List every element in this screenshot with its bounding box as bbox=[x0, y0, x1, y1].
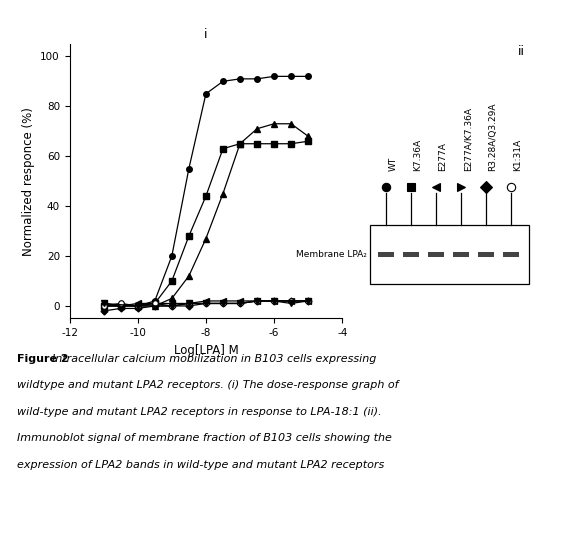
Text: E277A/K7.36A: E277A/K7.36A bbox=[463, 107, 472, 171]
Bar bbox=[403, 251, 419, 257]
Y-axis label: Normalized responce (%): Normalized responce (%) bbox=[21, 107, 35, 256]
Title: i: i bbox=[204, 29, 208, 41]
Text: . Intracellular calcium mobilization in B103 cells expressing: . Intracellular calcium mobilization in … bbox=[17, 354, 377, 364]
Bar bbox=[370, 225, 528, 284]
Text: R3.28A/Q3.29A: R3.28A/Q3.29A bbox=[488, 102, 497, 171]
Text: WT: WT bbox=[389, 156, 397, 171]
Text: Immunoblot signal of membrane fraction of B103 cells showing the: Immunoblot signal of membrane fraction o… bbox=[17, 433, 392, 443]
Text: K1:31A: K1:31A bbox=[513, 138, 523, 171]
Bar bbox=[503, 251, 519, 257]
Text: E277A: E277A bbox=[438, 142, 447, 171]
Text: wildtype and mutant LPA2 receptors. (i) The dose-response graph of: wildtype and mutant LPA2 receptors. (i) … bbox=[17, 380, 399, 390]
Text: ii: ii bbox=[518, 45, 525, 58]
Bar bbox=[428, 251, 444, 257]
Text: expression of LPA2 bands in wild-type and mutant LPA2 receptors: expression of LPA2 bands in wild-type an… bbox=[17, 460, 385, 469]
Text: Figure 2: Figure 2 bbox=[17, 354, 69, 364]
Bar bbox=[478, 251, 494, 257]
Text: wild-type and mutant LPA2 receptors in response to LPA-18:1 (ii).: wild-type and mutant LPA2 receptors in r… bbox=[17, 407, 382, 417]
Text: K7.36A: K7.36A bbox=[414, 138, 422, 171]
X-axis label: Log[LPA] M: Log[LPA] M bbox=[173, 344, 238, 357]
Bar bbox=[453, 251, 469, 257]
Text: Membrane LPA₂: Membrane LPA₂ bbox=[296, 250, 367, 259]
Bar bbox=[378, 251, 394, 257]
